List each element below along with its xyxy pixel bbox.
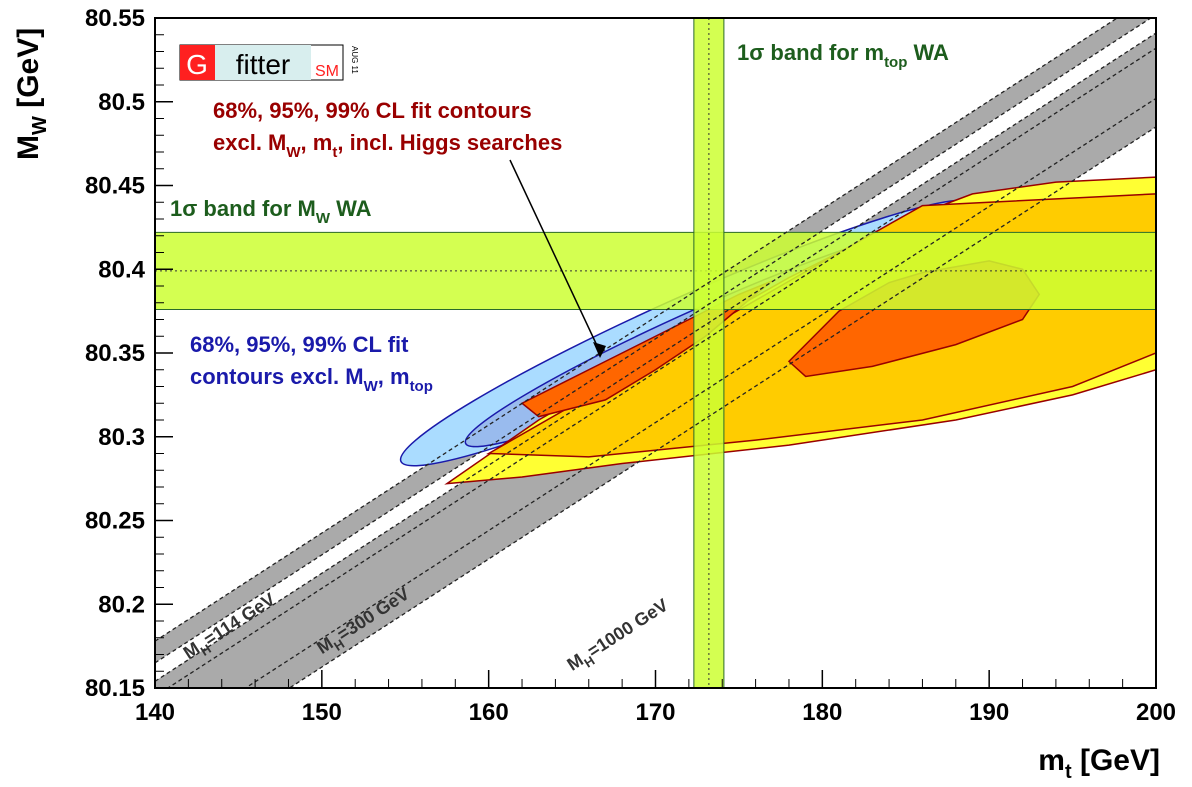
mw-band-label-main: 1σ band for M: [170, 196, 316, 221]
logo-g-box: [180, 45, 215, 80]
blue-label-sub-top: top: [410, 378, 433, 395]
red-label-part-c: , incl. Higgs searches: [337, 130, 562, 155]
higgs-dashed-lines: [155, 18, 1156, 688]
plot-area: [155, 18, 1156, 688]
x-tick-label-4: 180: [802, 699, 842, 726]
mw-band-label: 1σ band for MW WA: [170, 196, 372, 227]
y-tick-label-4: 80.35: [85, 340, 145, 367]
mt-band: [693, 18, 725, 688]
logo-sm-text: SM: [315, 63, 339, 80]
y-tick-label-2: 80.25: [85, 508, 145, 535]
y-tick-label-3: 80.3: [98, 424, 145, 451]
logo-fitter-text: fitter: [236, 49, 290, 80]
x-axis: 140 150 160 170 180 190 200: [135, 670, 1176, 726]
higgs-dashed-line-1: [155, 18, 1153, 664]
x-axis-title-main: m: [1038, 744, 1065, 777]
y-axis-title-main: M: [12, 135, 45, 160]
x-axis-title-sub: t: [1065, 761, 1072, 783]
gfitter-logo: G fitter SM AUG 11: [179, 44, 359, 81]
mw-band-label-suffix: WA: [330, 196, 372, 221]
label-arrow-line: [509, 159, 601, 353]
mw-band-label-sub: W: [316, 210, 331, 227]
y-tick-label-7: 80.5: [98, 89, 145, 116]
x-tick-label-3: 170: [635, 699, 675, 726]
label-arrow-head: [593, 342, 606, 358]
y-axis-title-unit: [GeV]: [12, 28, 45, 116]
higgs-dashed-line-0: [155, 18, 1119, 642]
higgs-dashed-line-5: [244, 97, 1156, 688]
x-tick-label-6: 200: [1136, 699, 1176, 726]
x-axis-title-unit: [GeV]: [1072, 744, 1160, 777]
x-tick-label-5: 190: [969, 699, 1009, 726]
x-axis-title: mt [GeV]: [1038, 744, 1160, 783]
y-axis-title-sub: W: [29, 116, 51, 135]
mt-band-label: 1σ band for mtop WA: [737, 40, 949, 71]
higgs-dashed-line-2: [155, 32, 1156, 682]
blue-label-part-a: contours excl. M: [190, 364, 364, 389]
higgs-dashed-line-4: [166, 47, 1156, 688]
higgs-dashed-line-3: [288, 126, 1156, 688]
y-axis-title: MW [GeV]: [12, 28, 51, 160]
red-contours-label-line2: excl. MW, mt, incl. Higgs searches: [213, 130, 562, 161]
mt-band-label-suffix: WA: [907, 40, 949, 65]
red-label-part-b: , m: [301, 130, 333, 155]
y-tick-label-6: 80.45: [85, 173, 145, 200]
mw-band: [155, 231, 1156, 310]
logo-date-text: AUG 11: [350, 46, 359, 74]
blue-label-sub-w: W: [364, 378, 379, 395]
blue-label-part-b: , m: [378, 364, 410, 389]
logo-fitter-box: [215, 45, 311, 80]
y-tick-label-0: 80.15: [85, 675, 145, 702]
x-tick-label-0: 140: [135, 699, 175, 726]
blue-contours-label-line1: 68%, 95%, 99% CL fit: [190, 332, 409, 357]
y-axis: 80.15 80.2 80.25 80.3 80.35 80.4 80.45 80.5 80.5…: [85, 5, 173, 702]
red-label-sub-t: t: [332, 144, 337, 161]
mt-band-label-sub: top: [884, 54, 907, 71]
y-tick-label-5: 80.4: [98, 256, 145, 283]
y-tick-label-1: 80.2: [98, 591, 145, 618]
red-label-part-a: excl. M: [213, 130, 286, 155]
blue-contours-label-line2: contours excl. MW, mtop: [190, 364, 433, 395]
logo-g-text: G: [186, 49, 208, 80]
x-tick-label-1: 150: [302, 699, 342, 726]
y-tick-label-8: 80.55: [85, 5, 145, 32]
red-label-sub-w: W: [286, 144, 301, 161]
mt-band-label-main: 1σ band for m: [737, 40, 884, 65]
red-contours-label-line1: 68%, 95%, 99% CL fit contours: [213, 98, 532, 123]
x-tick-label-2: 160: [469, 699, 509, 726]
